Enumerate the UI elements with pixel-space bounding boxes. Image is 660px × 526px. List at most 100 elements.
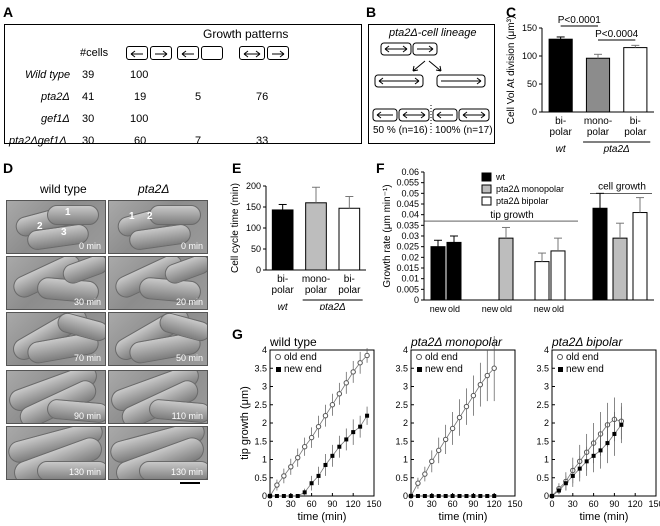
data-point: [456, 414, 463, 421]
lineage-left-percent: 50 % (n=16): [373, 125, 428, 136]
data-point: [450, 494, 455, 498]
x-tick-label: old: [500, 304, 512, 314]
data-point: [301, 444, 308, 450]
chart-e: 0 50 100 150 200 Cell cycle time (min) bi-pola…: [230, 181, 366, 310]
y-tick-label: 4: [403, 345, 408, 355]
y-tick-label: 4: [262, 345, 267, 355]
data-point: [471, 494, 476, 498]
legend-swatch: [481, 184, 492, 194]
micrograph-panel: 30 min: [6, 256, 106, 310]
data-point: [323, 462, 328, 467]
y-tick-label: 3: [544, 382, 549, 392]
bar: [534, 261, 550, 301]
data-point: [577, 466, 582, 471]
bar: [498, 237, 514, 301]
y-tick-label: 0.04: [401, 210, 419, 220]
y-tick-label: 0: [262, 491, 267, 501]
panel-a-table: Growth patterns #cells Wild type 39 100 …: [4, 24, 362, 147]
tip-growth-label: tip growth: [490, 210, 533, 221]
data-point: [442, 436, 449, 443]
bar: [305, 202, 327, 271]
cell-number-label: 3: [61, 227, 67, 238]
data-point: [464, 494, 469, 498]
y-tick-label: 2: [544, 418, 549, 428]
chart-f: 00.0050.010.0150.020.0250.030.0350.040.0…: [382, 167, 654, 314]
timepoint-label: 0 min: [78, 241, 101, 251]
data-point: [605, 441, 610, 446]
x-tick-label: 120: [487, 499, 502, 509]
data-point: [492, 494, 497, 498]
subplot-title: pta2Δ monopolar: [410, 336, 503, 349]
category-label: bi-: [344, 274, 355, 285]
y-tick-label: 1.5: [395, 436, 408, 446]
cell-count: 41: [82, 91, 95, 103]
data-point: [315, 423, 322, 430]
data-point: [598, 448, 603, 453]
data-point: [274, 494, 279, 498]
pta2-column-title: pta2Δ: [138, 182, 170, 196]
group-label: wt: [556, 144, 567, 154]
pattern-right-arrow-icon: [267, 46, 289, 60]
x-tick-label: 0: [549, 499, 554, 509]
pattern-right-arrow-icon: [150, 46, 172, 60]
chart-c: 0 50 100 150 Cell Vol At division (μm³) bi-po…: [506, 15, 654, 154]
subplot-title: pta2Δ bipolar: [551, 336, 623, 349]
data-point: [415, 494, 420, 498]
data-point: [570, 473, 575, 478]
pattern-no-growth-icon: [201, 46, 223, 60]
y-axis-label: Cell Vol At division (μm³): [506, 16, 517, 125]
x-tick-label: 30: [286, 499, 296, 509]
y-tick-label: 0.025: [396, 242, 419, 252]
legend-swatch: [481, 196, 492, 206]
bar: [585, 57, 611, 113]
category-label: polar: [338, 285, 361, 296]
data-point: [344, 437, 349, 442]
data-point: [484, 372, 490, 379]
x-tick-label: 120: [346, 499, 361, 509]
pattern-percent: 76: [256, 91, 269, 103]
panel-g-label: G: [232, 326, 243, 342]
cell-number-label: 2: [37, 221, 43, 232]
x-tick-label: 60: [589, 499, 599, 509]
category-label: polar: [305, 285, 328, 296]
group-label: pta2Δ: [603, 144, 630, 154]
pattern-left-arrow-icon: [126, 46, 148, 60]
y-tick-label: 0.02: [401, 252, 419, 262]
micrograph-panel: 70 min: [6, 312, 106, 366]
timepoint-label: 130 min: [170, 467, 203, 477]
scale-bar: [180, 482, 200, 484]
data-point: [316, 473, 321, 478]
y-tick-label: 0: [544, 491, 549, 501]
micrograph-panel: 90 min: [6, 370, 106, 424]
y-axis-label: tip growth (μm): [239, 386, 251, 460]
x-tick-label: 150: [507, 499, 522, 509]
panel-d-label: D: [3, 160, 14, 176]
legend-label: new end: [566, 364, 604, 375]
legend-label: old end: [284, 352, 317, 363]
timepoint-label: 0 min: [180, 241, 203, 251]
subplot-title: wild type: [269, 336, 317, 349]
category-label: polar: [624, 127, 647, 138]
legend-marker: [417, 367, 422, 372]
pattern-bidirectional-arrow-icon: [239, 46, 265, 60]
timepoint-label: 90 min: [73, 411, 101, 421]
bar: [592, 207, 608, 301]
data-point: [436, 447, 442, 454]
y-tick-label: 0.01: [401, 274, 419, 284]
data-point: [308, 434, 315, 441]
y-tick-label: 2.5: [395, 400, 408, 410]
bar: [612, 237, 628, 301]
legend-label: pta2Δ bipolar: [496, 196, 549, 206]
pattern-percent: 7: [195, 135, 202, 147]
data-point: [550, 494, 554, 498]
y-tick-label: 2.5: [536, 400, 549, 410]
data-point: [477, 381, 484, 388]
x-tick-label: new: [430, 304, 447, 314]
y-tick-label: 3.5: [536, 363, 549, 373]
cell-number-label: 1: [65, 207, 71, 218]
micrograph-panel: 110 min: [108, 370, 208, 424]
micrograph-panel: 0 min 1 2 3: [6, 200, 106, 254]
x-tick-label: 60: [448, 499, 458, 509]
y-tick-label: 0: [403, 491, 408, 501]
bar: [548, 38, 573, 113]
